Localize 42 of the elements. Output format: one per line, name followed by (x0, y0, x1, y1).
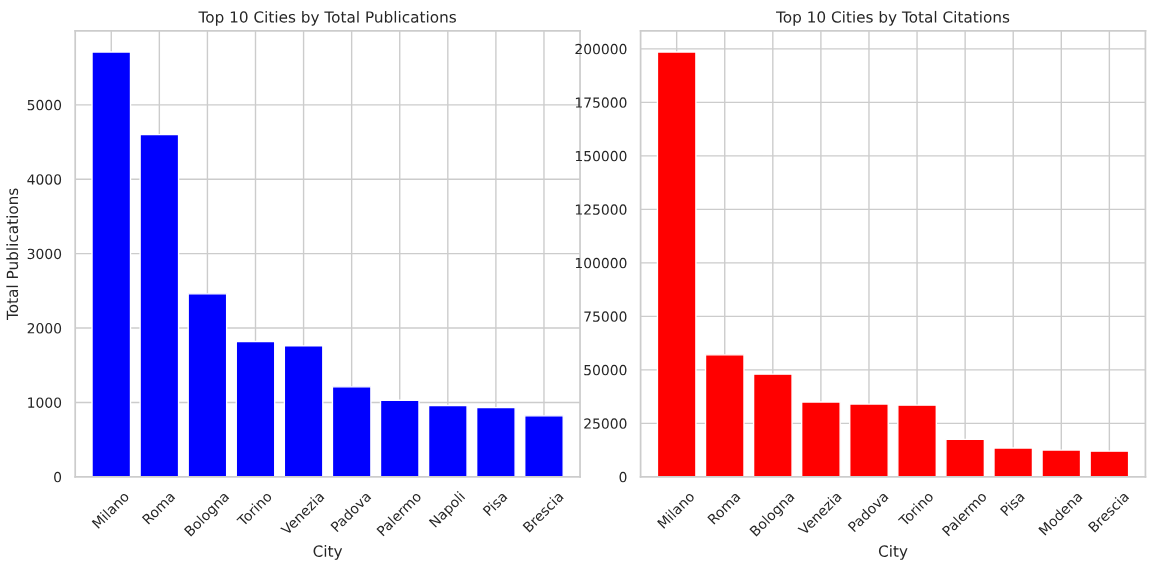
chart-title: Top 10 Cities by Total Publications (198, 10, 456, 26)
y-tick-label: 100000 (575, 257, 627, 269)
bar (945, 438, 986, 477)
bar (800, 401, 841, 477)
y-tick-label: 2000 (27, 323, 62, 334)
y-tick-label: 0 (619, 471, 627, 483)
y-tick-label: 4000 (27, 174, 62, 185)
y-tick-label: 50000 (584, 364, 627, 376)
bar (993, 447, 1034, 477)
chart-title: Top 10 Cities by Total Citations (776, 10, 1010, 26)
y-tick-label: 3000 (27, 248, 62, 260)
bar (1041, 449, 1082, 477)
bar (752, 373, 793, 477)
y-axis-title: Total Publications (6, 188, 19, 321)
y-tick-label: 175000 (575, 97, 627, 108)
bar (139, 133, 180, 477)
y-tick-label: 1000 (28, 397, 62, 408)
x-axis-title: City (878, 545, 908, 560)
bar (656, 51, 697, 477)
bar (235, 340, 276, 477)
bar (1089, 450, 1130, 477)
y-tick-label: 150000 (575, 150, 627, 162)
bar (475, 406, 516, 477)
y-tick-label: 0 (54, 471, 62, 483)
bar (91, 51, 132, 477)
bar (849, 403, 889, 477)
bar (187, 293, 228, 477)
x-tick-label: Pisa (999, 490, 1025, 517)
bar (704, 354, 745, 477)
bar (427, 404, 468, 477)
bar (524, 415, 564, 477)
y-tick-label: 200000 (575, 43, 627, 55)
y-tick-label: 25000 (584, 418, 627, 429)
x-tick-label: Pisa (482, 490, 508, 517)
bar (897, 404, 937, 477)
y-tick-label: 125000 (575, 204, 627, 215)
bar (379, 399, 420, 477)
bar (331, 386, 372, 477)
y-tick-label: 5000 (27, 99, 62, 111)
bar (283, 345, 324, 477)
y-tick-label: 75000 (584, 311, 627, 322)
x-axis-title: City (313, 545, 343, 560)
